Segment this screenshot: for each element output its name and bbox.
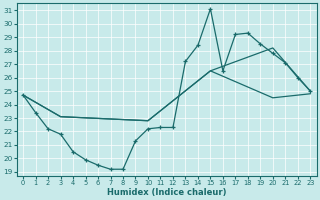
X-axis label: Humidex (Indice chaleur): Humidex (Indice chaleur) (107, 188, 227, 197)
